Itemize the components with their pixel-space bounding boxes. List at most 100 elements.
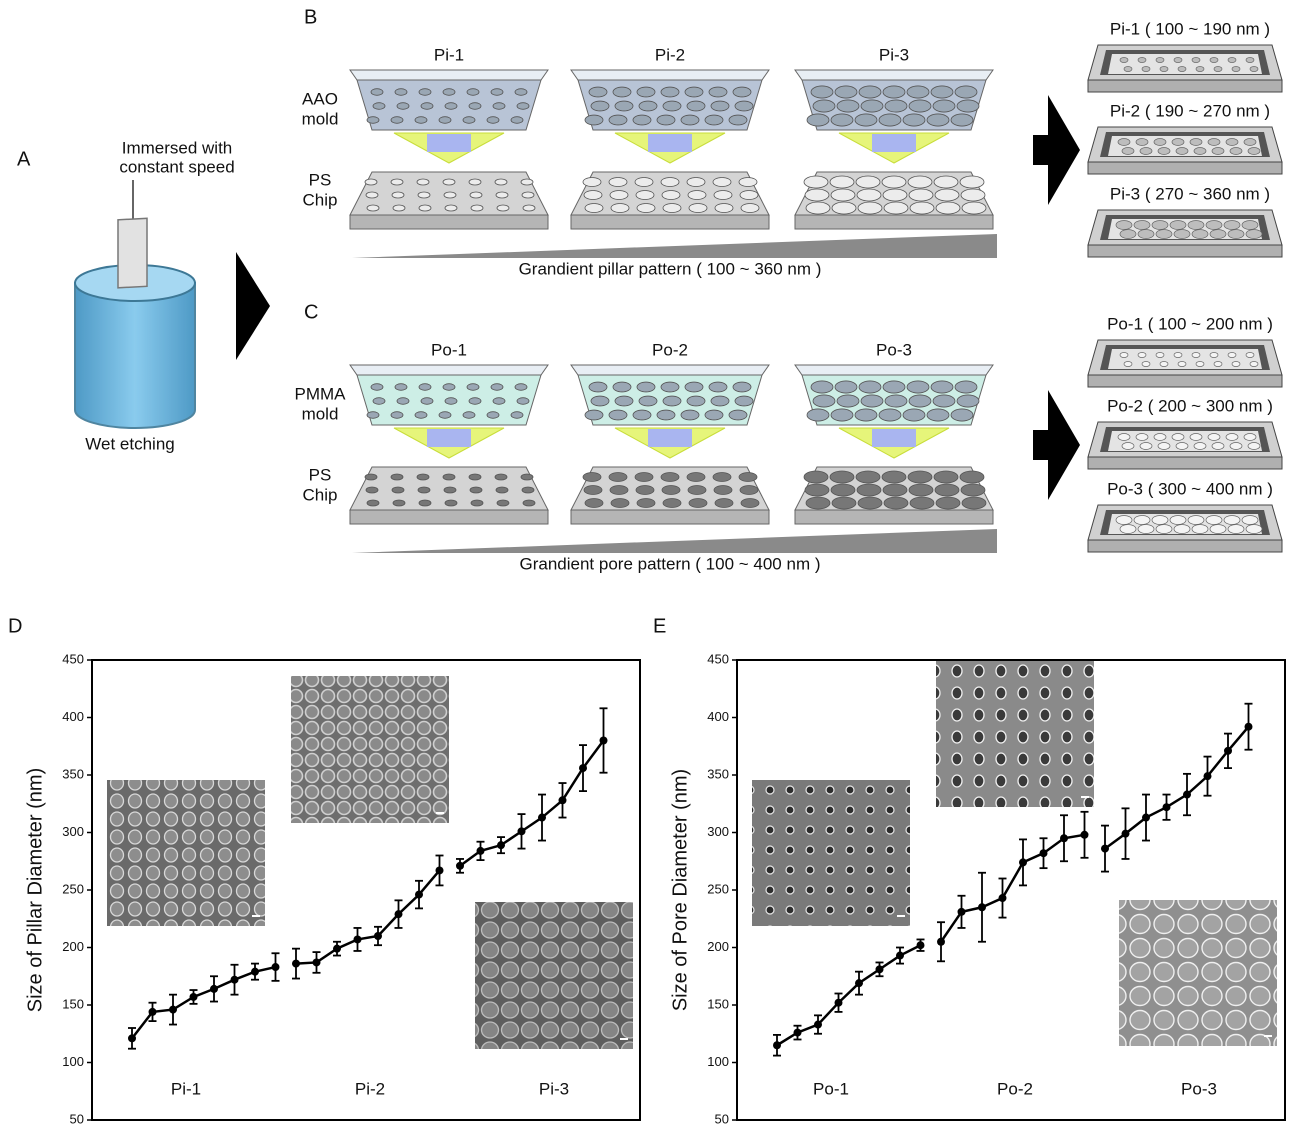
data-point	[1204, 772, 1212, 780]
pillar	[935, 189, 959, 201]
data-point	[896, 952, 904, 960]
pore	[804, 471, 828, 483]
hole	[591, 101, 609, 111]
pore	[496, 487, 508, 493]
pillar	[910, 202, 934, 214]
hole	[861, 395, 883, 407]
hole	[955, 381, 977, 393]
hole	[879, 114, 901, 126]
pore	[883, 484, 907, 496]
pillar	[522, 192, 534, 198]
pore	[584, 486, 602, 495]
feature	[1188, 516, 1204, 525]
y-tick-label: 350	[62, 766, 84, 781]
feature	[1246, 525, 1262, 534]
feature	[1228, 230, 1244, 239]
pore	[831, 484, 855, 496]
pore	[495, 474, 507, 480]
feature	[1120, 525, 1136, 534]
hole	[463, 117, 475, 124]
feature	[1210, 353, 1218, 358]
pillar	[714, 191, 732, 200]
y-tick-label: 450	[707, 651, 729, 666]
hole	[813, 395, 835, 407]
y-tick-label: 150	[62, 996, 84, 1011]
pore	[689, 499, 707, 508]
pillar	[715, 204, 733, 213]
sem-inset	[752, 780, 910, 926]
pillar	[443, 179, 455, 185]
pore	[417, 474, 429, 480]
feature	[1230, 443, 1242, 450]
pillar	[636, 191, 654, 200]
hole	[807, 114, 829, 126]
pillar	[882, 176, 906, 188]
pore	[858, 497, 882, 509]
hole	[515, 384, 527, 391]
data-point	[999, 894, 1007, 902]
tray	[1088, 340, 1282, 387]
hole	[517, 103, 529, 110]
pore	[856, 471, 880, 483]
pillar	[936, 202, 960, 214]
chip-front	[795, 215, 993, 229]
mold-chip	[350, 70, 548, 229]
data-line	[941, 835, 1085, 942]
press-arrow-core	[872, 134, 916, 152]
mold-top	[350, 365, 548, 375]
hole	[951, 114, 973, 126]
hole	[511, 117, 523, 124]
y-tick-label: 450	[62, 651, 84, 666]
panel-letter: C	[304, 301, 318, 323]
feature	[1138, 58, 1146, 63]
hole	[927, 409, 949, 421]
y-tick-label: 200	[62, 939, 84, 954]
group-label: Pi-2	[355, 1079, 385, 1098]
pillar	[367, 205, 379, 211]
row-label: Chip	[303, 190, 338, 209]
data-point	[272, 963, 280, 971]
data-point	[231, 976, 239, 984]
pillar	[713, 178, 731, 187]
hole	[861, 100, 883, 112]
feature	[1208, 434, 1220, 441]
feature	[1156, 230, 1172, 239]
feature	[1142, 362, 1150, 367]
pillar	[830, 176, 854, 188]
hole	[445, 103, 457, 110]
group-label: Pi-1	[171, 1079, 201, 1098]
feature	[1136, 139, 1148, 146]
feature	[1178, 362, 1186, 367]
hole	[487, 117, 499, 124]
feature	[1136, 434, 1148, 441]
data-point	[313, 958, 321, 966]
hole	[491, 89, 503, 96]
feature	[1154, 139, 1166, 146]
press-arrow-core	[427, 429, 471, 447]
feature	[1156, 58, 1164, 63]
hole	[585, 410, 603, 420]
hole	[909, 395, 931, 407]
hole	[613, 87, 631, 97]
pillar	[366, 192, 378, 198]
hole	[493, 398, 505, 405]
feature	[1138, 353, 1146, 358]
pore	[961, 484, 985, 496]
mold-top	[350, 70, 548, 80]
hole	[419, 384, 431, 391]
pore	[739, 473, 757, 482]
feature	[1172, 434, 1184, 441]
feature	[1208, 139, 1220, 146]
hole	[469, 103, 481, 110]
feature	[1174, 353, 1182, 358]
feature	[1122, 443, 1134, 450]
feature	[1206, 516, 1222, 525]
data-point	[395, 910, 403, 918]
gradient-wedge	[352, 529, 997, 553]
hole	[443, 89, 455, 96]
data-point	[579, 764, 587, 772]
hole	[933, 100, 955, 112]
hole	[663, 101, 681, 111]
feature	[1174, 230, 1190, 239]
caption: Immersed with	[122, 138, 233, 157]
